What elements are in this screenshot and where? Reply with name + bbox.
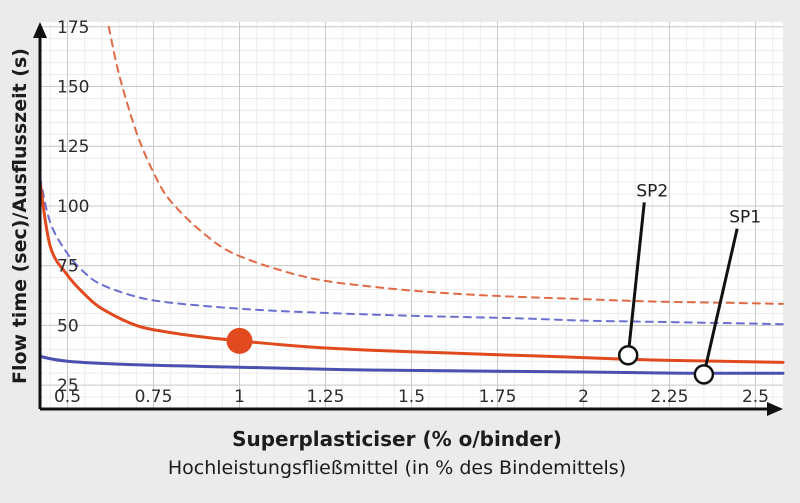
- y-tick-label: 100: [57, 197, 89, 217]
- series-line-3: [38, 180, 785, 364]
- y-tick-label: 50: [57, 316, 79, 336]
- x-tick-label: 1.75: [479, 387, 517, 407]
- x-tick-label: 2: [578, 387, 589, 407]
- annotation-marker-sp1: [693, 364, 715, 385]
- x-axis-arrow-icon: [767, 402, 783, 416]
- series-line-4: [38, 354, 785, 375]
- x-tick-label: 0.75: [135, 387, 173, 407]
- y-tick-label: 150: [57, 78, 89, 98]
- x-tick-labels: 0.5 0.75 1 1.25 1.5 1.75 2 2.25 2.5: [54, 387, 769, 407]
- x-tick-label: 1.5: [398, 387, 425, 407]
- annotation-label-sp2: SP2: [636, 181, 668, 201]
- annotation-leader-sp2: [626, 202, 646, 356]
- x-tick-label: 2.5: [742, 387, 769, 407]
- x-axis-label: Superplasticiser (% o/binder): [232, 427, 562, 451]
- series-layer: [38, 25, 785, 375]
- y-axis-label: Flow time (sec)/Ausflusszeit (s): [9, 48, 31, 384]
- annotation-label-sp1: SP1: [729, 208, 761, 228]
- x-tick-label: 2.25: [651, 387, 689, 407]
- series-line-1: [107, 25, 784, 305]
- y-tick-label: 125: [57, 137, 89, 157]
- x-axis-label-secondary: Hochleistungsfließmittel (in % des Binde…: [168, 457, 626, 479]
- y-axis-arrow-icon: [33, 22, 47, 38]
- markers-layer: SP2 SP1: [226, 181, 761, 385]
- y-tick-label: 75: [57, 257, 79, 277]
- x-tick-label: 1: [234, 387, 245, 407]
- highlight-point: [226, 327, 253, 354]
- x-tick-label: 0.5: [54, 387, 81, 407]
- y-tick-labels: 25 50 75 100 125 150 175: [57, 18, 89, 396]
- series-line-2: [39, 176, 784, 326]
- axes: [33, 22, 783, 416]
- annotation-marker-sp2: [617, 345, 639, 366]
- major-grid: [40, 22, 783, 409]
- y-tick-label: 25: [57, 376, 79, 396]
- x-tick-label: 1.25: [307, 387, 345, 407]
- annotation-leader-sp1: [702, 228, 739, 375]
- y-tick-label: 175: [57, 18, 89, 38]
